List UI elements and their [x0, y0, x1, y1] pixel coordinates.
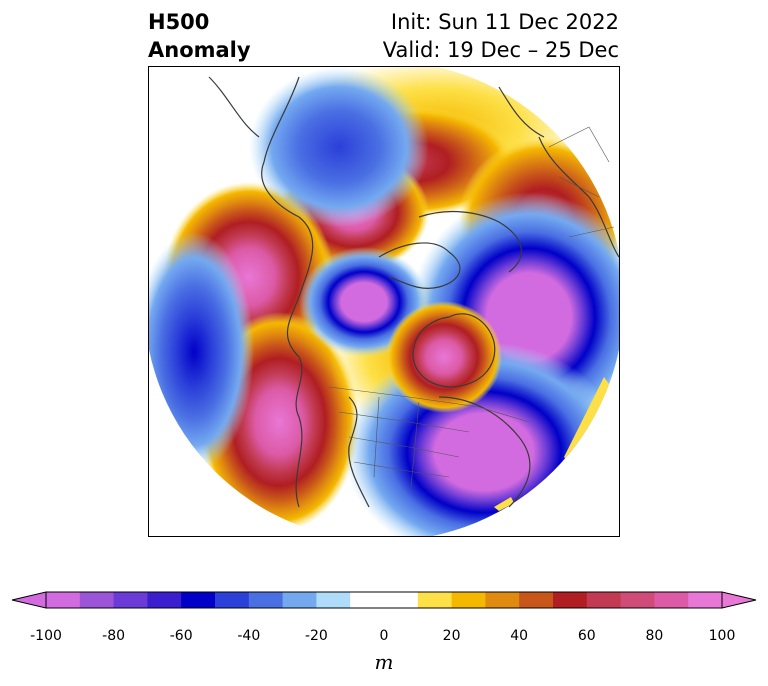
positive-anomaly-greenland [386, 301, 502, 413]
colorbar-segments [46, 592, 723, 608]
colorbar-tick-label: -20 [304, 628, 328, 644]
title-anomaly: Anomaly [148, 38, 251, 62]
negative-anomaly-north-east-asia [249, 67, 429, 227]
title-valid-range: Valid: 19 Dec – 25 Dec [382, 38, 619, 62]
colorbar-tick-label: 100 [708, 628, 736, 644]
colorbar-segment [417, 592, 453, 608]
colorbar-segment [586, 592, 622, 608]
political-borders [328, 126, 615, 488]
colorbar-segment [282, 592, 317, 608]
colorbar-tick-label: 80 [645, 628, 664, 644]
colorbar-under-arrow [11, 591, 47, 609]
colorbar-tick-label: -100 [30, 628, 62, 644]
chart-title-right: Init: Sun 11 Dec 2022 Valid: 19 Dec – 25… [383, 8, 619, 64]
colorbar-segment [79, 592, 115, 608]
colorbar-segment [654, 592, 689, 608]
colorbar-segment [350, 592, 385, 608]
anomaly-map [148, 66, 620, 537]
colorbar-segment [113, 592, 148, 608]
colorbar-segment [147, 592, 182, 608]
colorbar-segment [485, 592, 520, 608]
colorbar-segment [181, 592, 216, 608]
colorbar-segment [519, 592, 554, 608]
colorbar-tick-label: -80 [102, 628, 126, 644]
title-variable: H500 [148, 10, 210, 34]
anomaly-map-svg [149, 67, 619, 536]
colorbar-segment [384, 592, 419, 608]
colorbar-tick-label: 40 [510, 628, 529, 644]
colorbar-segment [620, 592, 655, 608]
colorbar-segment [46, 592, 81, 608]
anomaly-field [149, 67, 619, 536]
colorbar-outline [45, 591, 723, 609]
title-init-date: Init: Sun 11 Dec 2022 [390, 10, 619, 34]
colorbar-segment [451, 592, 486, 608]
colorbar-tick-label: 0 [379, 628, 389, 644]
positive-anomaly-atlantic-streak [564, 377, 611, 467]
colorbar-segment [248, 592, 284, 608]
chart-title-left: H500 Anomaly [148, 8, 251, 64]
colorbar [11, 591, 757, 609]
coastlines [208, 76, 619, 508]
colorbar-tick-label: 20 [442, 628, 461, 644]
colorbar-units: m [374, 650, 394, 674]
colorbar-segment [688, 592, 723, 608]
colorbar-segment [215, 592, 250, 608]
colorbar-tick-label: -60 [169, 628, 193, 644]
positive-anomaly-atlantic-speck [494, 497, 514, 511]
colorbar-over-arrow [721, 591, 757, 609]
colorbar-segment [316, 592, 351, 608]
colorbar-tick-label: 60 [577, 628, 596, 644]
colorbar-tick-label: -40 [237, 628, 261, 644]
colorbar-segment [553, 592, 588, 608]
